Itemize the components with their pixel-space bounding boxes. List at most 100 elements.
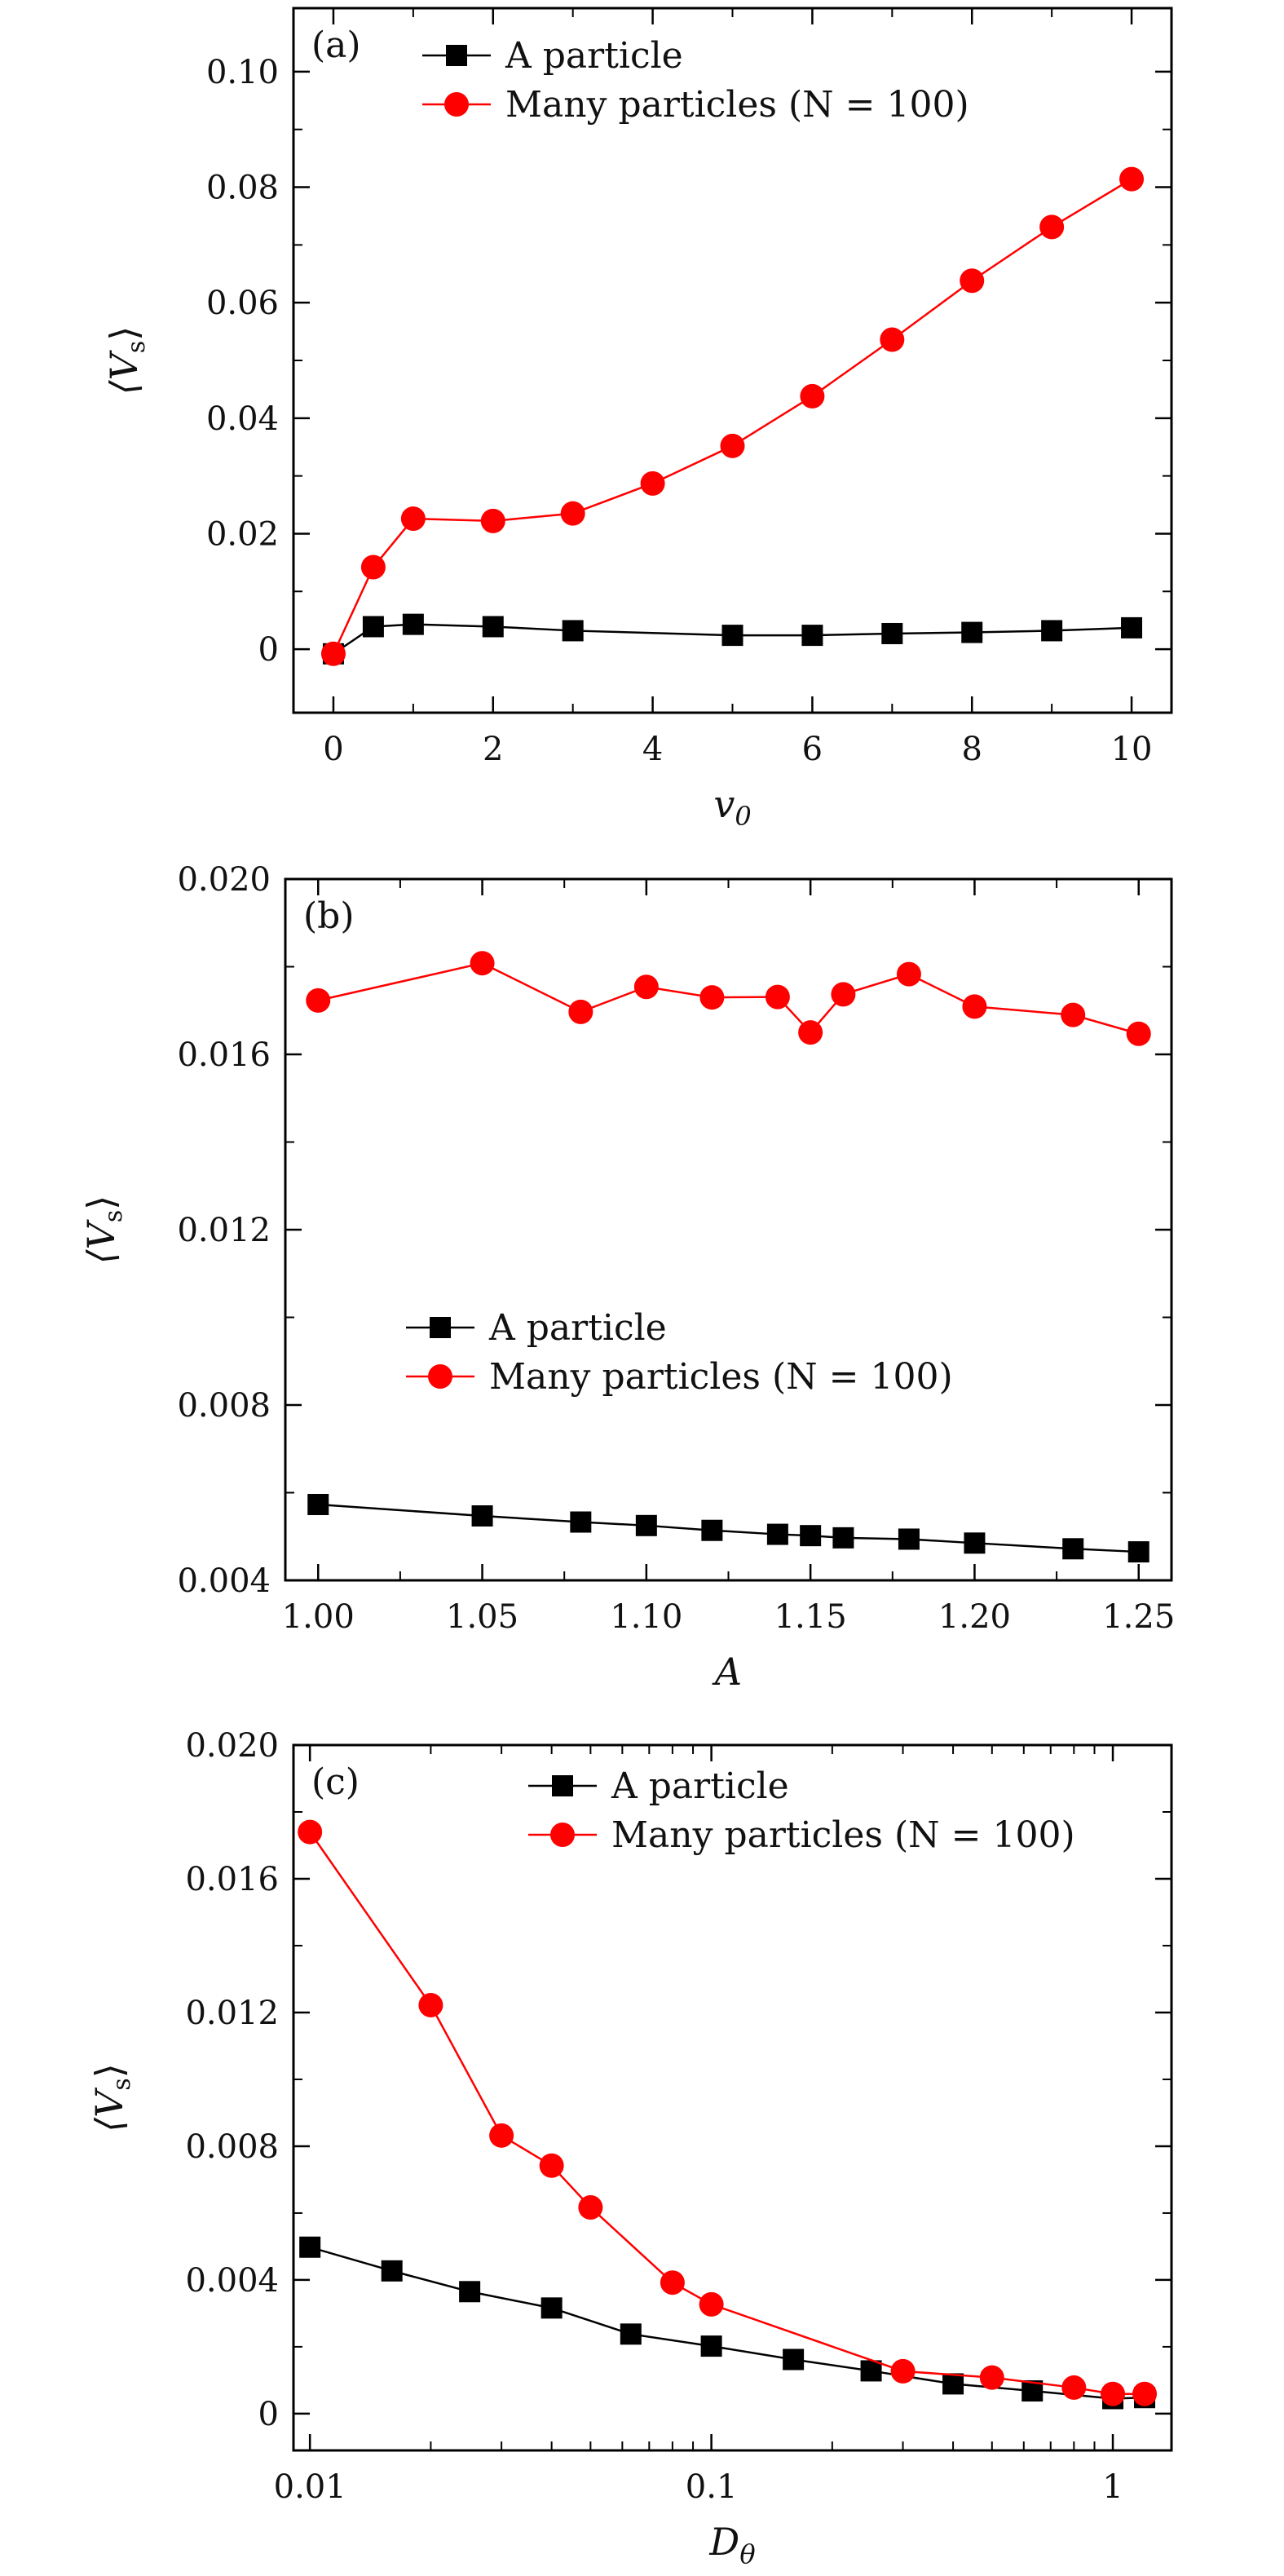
data-point-circle [418,1992,443,2017]
plot-frame [292,1743,1173,2452]
x-tick-label: 1.05 [446,1598,518,1636]
series-line [309,2246,1145,2400]
data-point-square [942,2373,964,2395]
data-point-circle [1126,1021,1151,1046]
x-tick-label: 8 [962,731,982,768]
data-point-circle [633,974,659,1000]
data-point-circle [320,641,346,666]
data-point-square [898,1528,920,1550]
x-ticks: 0 2 4 6 8 10 [323,8,1152,768]
data-point-circle [470,951,495,976]
y-tick-label: 0.08 [206,170,279,207]
data-point-square [1127,1541,1149,1563]
legend-label: A particle [611,1765,789,1807]
x-tick-label: 1.10 [610,1598,682,1636]
x-axis-label: Dθ [708,2520,755,2569]
legend-label: Many particles (N = 100) [489,1356,953,1398]
x-ticks: 0.01 0.1 1 [274,1745,1123,2506]
legend: A particle Many particles (N = 100) [528,1765,1075,1856]
y-ticks: 0 0.004 0.008 0.012 0.016 0.020 [185,1727,1171,2433]
data-point-circle [480,508,505,533]
data-point-circle [890,2358,916,2384]
y-tick-label: 0.04 [206,400,279,438]
data-point-square [832,1527,854,1549]
data-point-circle [298,1819,323,1845]
x-tick-label: 1.00 [282,1598,355,1636]
y-tick-label: 0.10 [206,54,279,91]
data-point-circle [896,961,921,987]
legend: A particle Many particles (N = 100) [406,1307,953,1398]
y-tick-label: 0.02 [206,515,279,553]
data-point-circle [831,982,856,1007]
y-axis-label: ⟨Vs⟩ [87,2063,136,2132]
legend-label: A particle [505,35,683,77]
data-point-circle [880,327,905,352]
data-point-circle [765,984,790,1010]
data-point-circle [1061,2375,1087,2400]
x-axis-label: A [712,1650,742,1694]
legend-label: A particle [488,1307,667,1349]
data-point-circle [568,999,593,1024]
x-tick-label: 1.25 [1102,1598,1175,1636]
y-tick-label: 0.020 [177,861,271,899]
x-ticks: 1.00 1.05 1.10 1.15 1.20 1.25 [282,879,1175,1636]
data-point-circle [539,2153,564,2178]
data-point-square [562,620,584,642]
series-single-particle [307,1494,1149,1563]
data-point-square [381,2260,403,2282]
series-single-particle [322,613,1143,665]
legend-label: Many particles (N = 100) [505,84,969,126]
data-point-square [721,625,743,647]
legend-marker [430,1317,451,1338]
y-axis-label: ⟨Vs⟩ [79,1195,128,1265]
legend-marker [446,45,467,66]
data-point-square [541,2297,563,2319]
series-many-particles [320,166,1145,666]
y-tick-label: 0.016 [185,1861,279,1898]
data-point-square [766,1523,788,1545]
data-point-circle [489,2123,514,2148]
data-point-circle [560,501,585,526]
data-point-circle [306,988,331,1013]
x-tick-label: 1 [1102,2468,1123,2506]
data-point-circle [798,1020,823,1045]
panel-label: (b) [303,895,355,937]
panel-2: 1.00 1.05 1.10 1.15 1.20 1.250.0040.0080.0120… [79,861,1175,1694]
series-line [318,1503,1139,1553]
legend-marker [550,1823,575,1847]
data-point-circle [960,268,985,294]
panel-label: (c) [311,1761,360,1803]
data-point-square [800,1525,822,1547]
data-point-circle [1132,2381,1158,2406]
y-tick-label: 0 [258,2396,279,2433]
y-ticks: 0.004 0.008 0.012 0.016 0.020 [177,861,1171,1600]
data-point-circle [699,985,725,1010]
legend-marker [444,92,469,117]
data-point-square [459,2281,481,2303]
series-many-particles [306,951,1151,1046]
data-point-square [307,1494,329,1516]
x-tick-label: 2 [483,731,503,768]
y-tick-label: 0.012 [177,1212,271,1249]
y-tick-label: 0.004 [177,1562,271,1600]
data-point-square [402,613,424,635]
data-point-circle [400,506,426,532]
data-point-square [635,1514,657,1536]
data-point-circle [640,471,665,496]
y-axis-label: ⟨Vs⟩ [102,326,151,395]
data-point-square [570,1511,592,1533]
series-line [332,178,1132,655]
y-tick-label: 0.004 [185,2262,279,2300]
x-axis-label: v0 [713,782,751,832]
data-point-circle [578,2194,603,2220]
legend-label: Many particles (N = 100) [611,1814,1075,1856]
y-ticks: 0 0.02 0.04 0.06 0.08 0.10 [206,54,1171,669]
series-many-particles [298,1819,1158,2406]
data-point-square [482,616,504,638]
data-point-square [964,1532,986,1554]
series-line [317,961,1140,1035]
x-tick-label: 1.20 [938,1598,1011,1636]
data-point-circle [720,433,745,458]
series-line [309,1831,1145,2395]
